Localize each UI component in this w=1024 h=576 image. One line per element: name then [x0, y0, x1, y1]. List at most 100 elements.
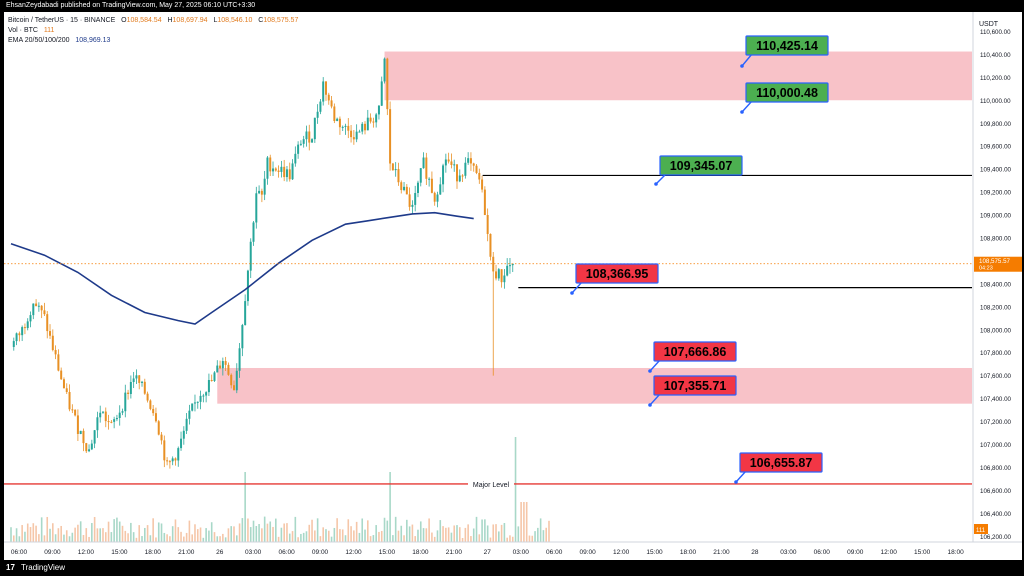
candle-body[interactable]	[436, 194, 439, 202]
candle-body[interactable]	[15, 333, 18, 342]
candle-body[interactable]	[113, 419, 116, 422]
candle-body[interactable]	[244, 301, 247, 326]
candle-body[interactable]	[76, 415, 79, 434]
candle-body[interactable]	[416, 182, 419, 194]
candle-body[interactable]	[62, 379, 65, 389]
candle-body[interactable]	[297, 144, 300, 154]
candle-body[interactable]	[205, 392, 208, 396]
candle-body[interactable]	[408, 194, 411, 207]
tradingview-logo-text[interactable]: TradingView	[20, 563, 66, 572]
candle-body[interactable]	[361, 123, 364, 132]
candle-body[interactable]	[182, 430, 185, 439]
candle-body[interactable]	[411, 204, 414, 207]
candle-body[interactable]	[68, 392, 71, 410]
candle-body[interactable]	[230, 374, 233, 386]
candle-body[interactable]	[54, 350, 57, 355]
candle-body[interactable]	[37, 305, 40, 307]
candle-body[interactable]	[475, 165, 478, 173]
candle-body[interactable]	[497, 269, 500, 279]
candle-body[interactable]	[35, 303, 38, 307]
current-price-badge[interactable]	[974, 256, 1022, 272]
candle-body[interactable]	[425, 157, 428, 179]
candle-body[interactable]	[422, 157, 425, 169]
candle-body[interactable]	[166, 460, 169, 462]
candle-body[interactable]	[308, 131, 311, 143]
candle-body[interactable]	[469, 158, 472, 164]
candle-body[interactable]	[428, 178, 431, 180]
candle-body[interactable]	[364, 123, 367, 131]
candle-body[interactable]	[333, 106, 336, 122]
candle-body[interactable]	[40, 305, 43, 311]
candle-body[interactable]	[272, 168, 275, 172]
candle-body[interactable]	[369, 117, 372, 122]
candle-body[interactable]	[235, 370, 238, 391]
candle-body[interactable]	[115, 417, 118, 420]
candle-body[interactable]	[88, 449, 91, 452]
candle-body[interactable]	[193, 402, 196, 404]
candle-body[interactable]	[163, 440, 166, 461]
candle-body[interactable]	[439, 184, 442, 195]
candle-body[interactable]	[405, 186, 408, 195]
candle-body[interactable]	[430, 178, 433, 193]
candle-body[interactable]	[202, 395, 205, 397]
candle-body[interactable]	[121, 411, 124, 413]
candle-body[interactable]	[372, 121, 375, 123]
candle-body[interactable]	[118, 412, 121, 418]
candle-body[interactable]	[336, 118, 339, 122]
candle-body[interactable]	[46, 314, 49, 332]
candle-body[interactable]	[495, 271, 498, 279]
candle-body[interactable]	[71, 409, 74, 411]
candle-body[interactable]	[104, 411, 107, 422]
candle-body[interactable]	[107, 421, 110, 423]
candle-body[interactable]	[207, 380, 210, 393]
candle-body[interactable]	[266, 157, 269, 179]
candle-body[interactable]	[51, 335, 54, 351]
legend-vol-label[interactable]: Vol · BTC	[8, 27, 38, 34]
candle-body[interactable]	[444, 159, 447, 166]
candle-body[interactable]	[419, 168, 422, 183]
candle-body[interactable]	[174, 458, 177, 461]
candle-body[interactable]	[274, 168, 277, 171]
price-callout-box[interactable]	[659, 155, 743, 176]
candle-body[interactable]	[21, 327, 24, 336]
candle-body[interactable]	[196, 401, 199, 403]
candle-body[interactable]	[511, 263, 514, 266]
candle-body[interactable]	[188, 410, 191, 419]
candle-body[interactable]	[252, 222, 255, 242]
candle-body[interactable]	[227, 364, 230, 375]
candle-body[interactable]	[90, 443, 93, 450]
candle-body[interactable]	[132, 378, 135, 383]
candle-body[interactable]	[74, 409, 77, 416]
candle-body[interactable]	[403, 186, 406, 191]
candle-body[interactable]	[305, 131, 308, 140]
price-callout-box[interactable]	[745, 35, 829, 56]
candle-body[interactable]	[260, 190, 263, 195]
candle-body[interactable]	[199, 395, 202, 402]
price-callout-box[interactable]	[653, 375, 737, 396]
candle-body[interactable]	[85, 443, 88, 452]
candle-body[interactable]	[180, 438, 183, 449]
candle-body[interactable]	[60, 370, 63, 380]
candle-body[interactable]	[127, 392, 130, 394]
candle-body[interactable]	[57, 354, 60, 371]
candle-body[interactable]	[483, 189, 486, 216]
candle-body[interactable]	[481, 179, 484, 190]
legend-symbol[interactable]: Bitcoin / TetherUS · 15 · BINANCE	[8, 17, 116, 24]
candle-body[interactable]	[238, 348, 241, 371]
candle-body[interactable]	[380, 81, 383, 106]
candle-body[interactable]	[43, 310, 46, 315]
candle-body[interactable]	[65, 388, 68, 393]
candle-body[interactable]	[241, 325, 244, 349]
candle-body[interactable]	[358, 131, 361, 133]
candle-body[interactable]	[191, 403, 194, 411]
candle-body[interactable]	[219, 365, 222, 369]
candle-body[interactable]	[489, 233, 492, 257]
supply-demand-zone[interactable]	[217, 367, 972, 404]
candle-body[interactable]	[269, 157, 272, 172]
candle-body[interactable]	[400, 182, 403, 191]
candle-body[interactable]	[322, 81, 325, 102]
candle-body[interactable]	[397, 169, 400, 183]
candle-body[interactable]	[210, 380, 213, 382]
candle-body[interactable]	[391, 163, 394, 171]
candle-body[interactable]	[99, 412, 102, 418]
